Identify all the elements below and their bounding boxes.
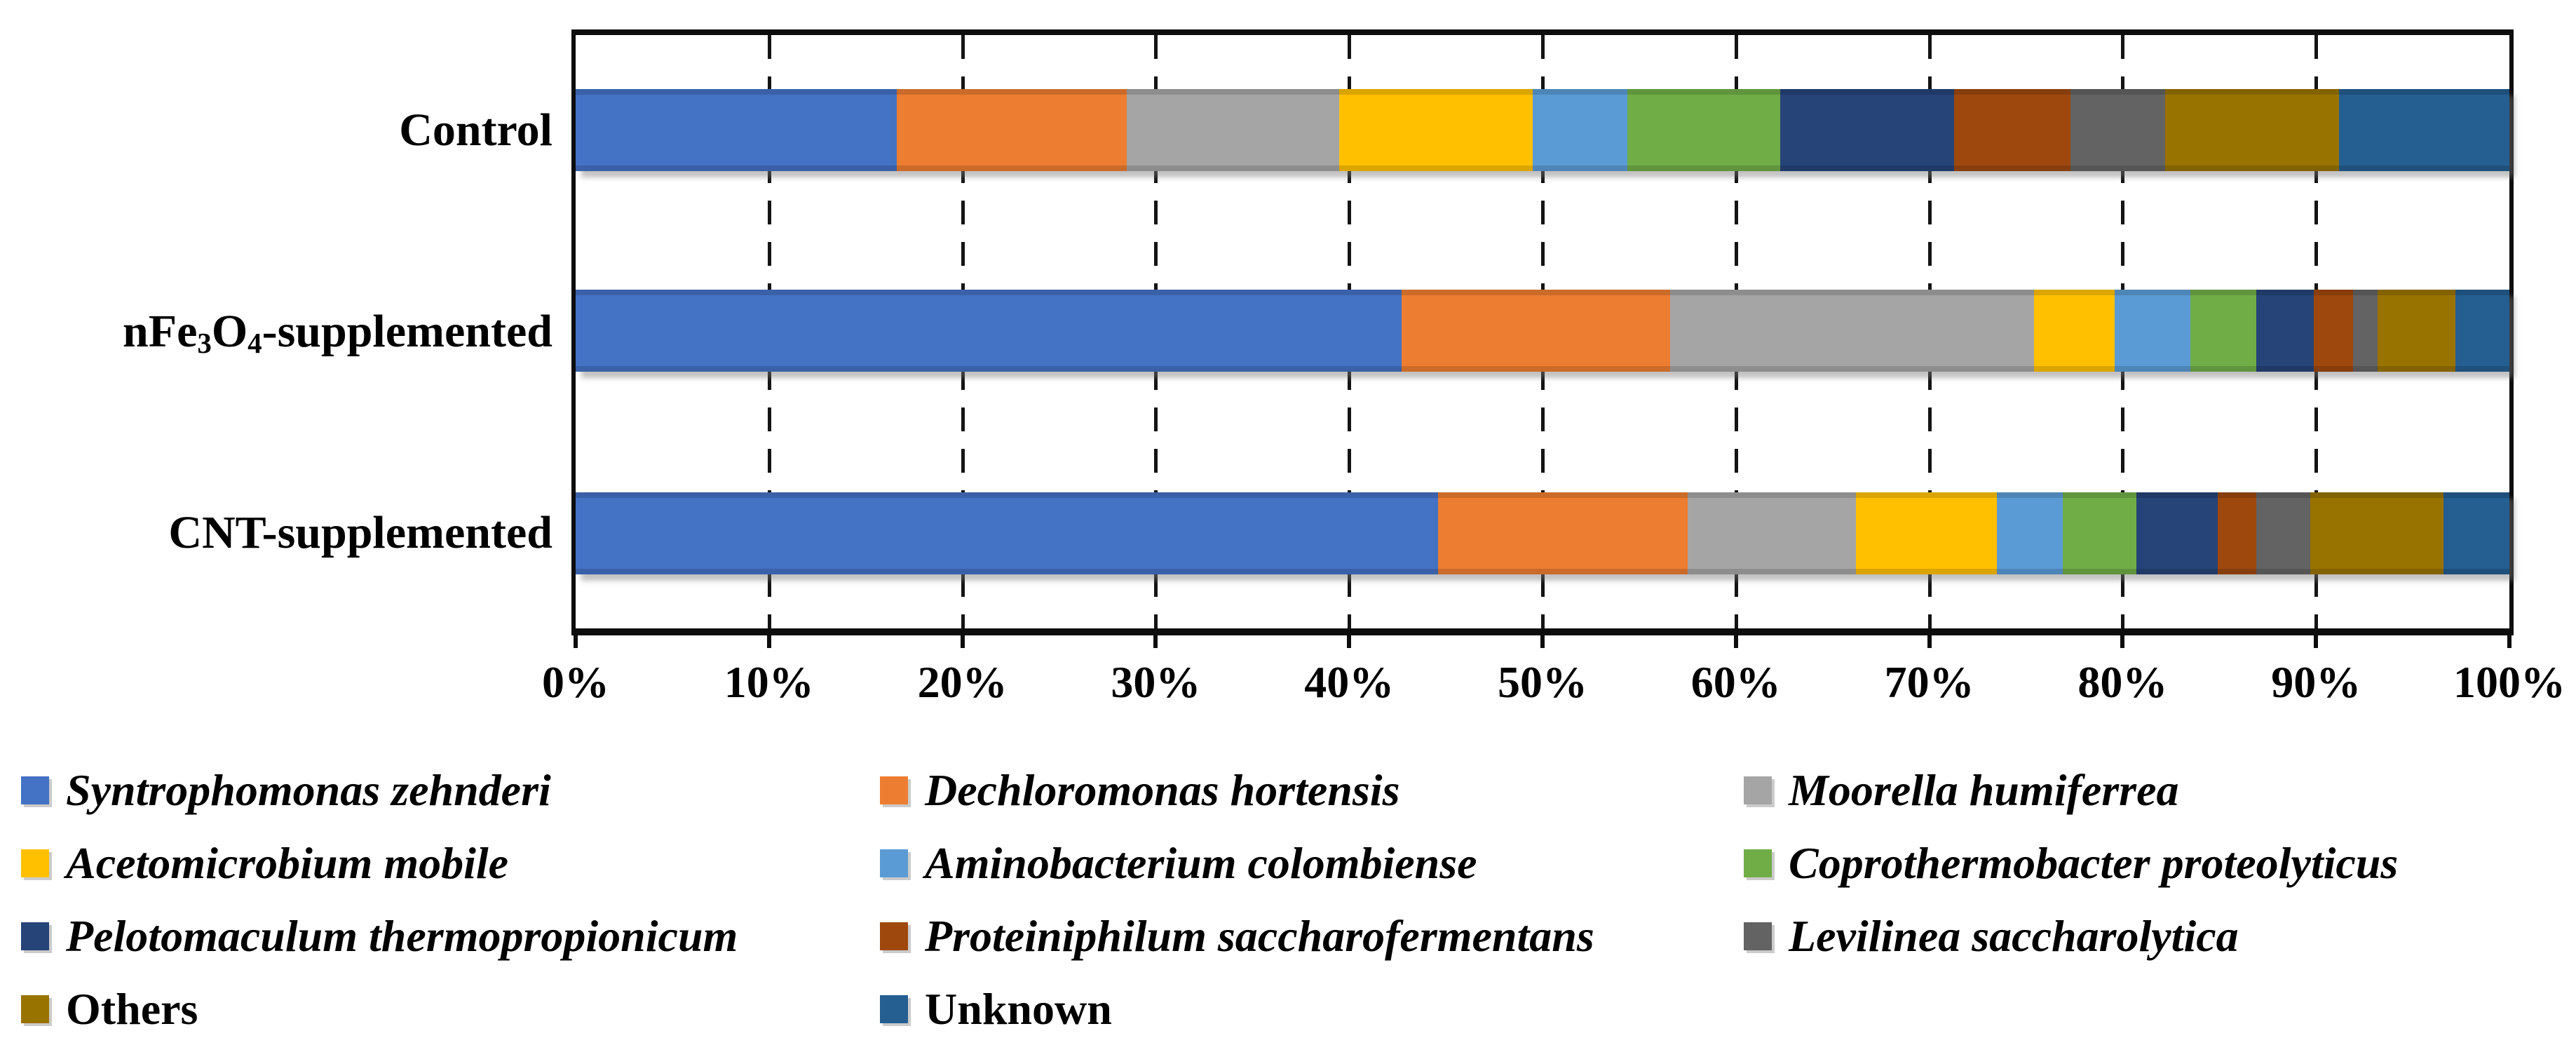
- x-axis-tick-label: 60%: [1690, 657, 1781, 707]
- legend-item: Levilinea saccharolytica: [1744, 910, 2398, 962]
- legend-marker-icon: [880, 995, 908, 1023]
- legend-marker-icon: [21, 995, 49, 1023]
- x-axis-tick: [1540, 635, 1545, 648]
- x-axis-tick-label: 20%: [917, 657, 1008, 707]
- x-axis-tick: [2314, 635, 2319, 648]
- legend-marker-icon: [21, 776, 49, 804]
- bar-segment: [2033, 290, 2115, 372]
- x-axis-tick: [766, 635, 771, 648]
- x-axis-tick: [960, 635, 965, 648]
- x-axis-tick-label: 10%: [724, 657, 814, 707]
- legend-item: Others: [21, 983, 880, 1035]
- bar-row: [576, 492, 2509, 574]
- category-label: CNT-supplemented: [168, 507, 553, 558]
- x-axis-tick-label: 80%: [2077, 657, 2168, 707]
- legend-marker-icon: [880, 776, 908, 804]
- legend-item: Dechloromonas hortensis: [880, 764, 1744, 816]
- legend-marker-icon: [1744, 849, 1772, 877]
- legend-item: Aminobacterium colombiense: [880, 837, 1744, 889]
- bar-segment: [2217, 492, 2256, 574]
- bar-segment: [2062, 492, 2136, 574]
- legend-item: Pelotomaculum thermopropionicum: [21, 910, 880, 962]
- legend-label: Proteiniphilum saccharofermentans: [925, 911, 1594, 961]
- x-axis-tick-label: 70%: [1884, 657, 1974, 707]
- legend-item: Proteiniphilum saccharofermentans: [880, 910, 1744, 962]
- x-axis-tick: [2120, 635, 2125, 648]
- bar-segment: [1127, 89, 1340, 171]
- legend-marker-icon: [21, 849, 49, 877]
- bar-segment: [2352, 290, 2378, 372]
- bar-segment: [1780, 89, 1955, 171]
- category-label: nFe3O4-supplemented: [123, 306, 553, 359]
- legend-item: Unknown: [880, 983, 1744, 1035]
- bar-segment: [2455, 290, 2509, 372]
- bar-segment: [2378, 290, 2455, 372]
- legend-marker-icon: [21, 922, 49, 950]
- x-axis-tick-label: 30%: [1111, 657, 1201, 707]
- x-axis-tick-label: 100%: [2453, 657, 2565, 707]
- bar-segment: [576, 290, 1402, 372]
- legend-label: Moorella humiferrea: [1789, 765, 2179, 815]
- bar-segment: [2256, 492, 2310, 574]
- bar-row: [576, 290, 2509, 372]
- bar-segment: [2190, 290, 2256, 372]
- legend-item: Syntrophomonas zehnderi: [21, 764, 880, 816]
- x-axis-tick: [1347, 635, 1352, 648]
- x-axis-tick: [1733, 635, 1738, 648]
- legend-label: Aminobacterium colombiense: [925, 838, 1477, 888]
- bar-segment: [2443, 492, 2509, 574]
- bar-segment: [2165, 89, 2340, 171]
- bar-segment: [576, 89, 897, 171]
- legend-label: Unknown: [925, 984, 1112, 1034]
- x-axis-tick-label: 50%: [1498, 657, 1587, 707]
- legend-item: Moorella humiferrea: [1744, 764, 2398, 816]
- plot-area: [571, 29, 2514, 648]
- x-axis-tick: [574, 635, 578, 648]
- x-axis-tick-label: 40%: [1304, 657, 1395, 707]
- bar-segment: [2136, 492, 2218, 574]
- bar-segment: [1855, 492, 1998, 574]
- bar-segment: [2115, 290, 2190, 372]
- legend-label: Syntrophomonas zehnderi: [66, 765, 551, 815]
- legend-marker-icon: [1744, 776, 1772, 804]
- x-axis-tick: [1927, 635, 1932, 648]
- x-axis-tick-labels: 0% 10% 20% 30% 40% 50% 60% 70% 80% 90% 100%: [542, 656, 2565, 715]
- legend-label: Dechloromonas hortensis: [925, 765, 1400, 815]
- legend-label: Acetomicrobium mobile: [66, 838, 509, 888]
- x-axis-tick-label: 0%: [542, 657, 609, 707]
- legend-marker-icon: [880, 922, 908, 950]
- legend-item: Acetomicrobium mobile: [21, 837, 880, 889]
- bar-segment: [2314, 290, 2353, 372]
- bar-segment: [896, 89, 1127, 171]
- bar-segment: [1997, 492, 2063, 574]
- bar-segment: [2070, 89, 2166, 171]
- legend-marker-icon: [880, 849, 908, 877]
- legend-label: Pelotomaculum thermopropionicum: [66, 911, 738, 961]
- legend-label: Levilinea saccharolytica: [1789, 911, 2239, 961]
- bar-segment: [1401, 290, 1671, 372]
- bar-segment: [1687, 492, 1856, 574]
- x-axis-tick: [1153, 635, 1158, 648]
- bar-segment: [576, 492, 1439, 574]
- legend-label: Others: [66, 984, 198, 1034]
- bar-segment: [1533, 89, 1628, 171]
- legend-label: Coprothermobacter proteolyticus: [1789, 838, 2399, 888]
- bar-segment: [2256, 290, 2314, 372]
- bar-segment: [2310, 492, 2444, 574]
- x-axis-tick: [2507, 635, 2511, 648]
- category-label: Control: [399, 104, 553, 156]
- bar-segment: [1670, 290, 2034, 372]
- bar-segment: [1954, 89, 2070, 171]
- bar-row: [576, 89, 2509, 171]
- legend-marker-icon: [1744, 922, 1772, 950]
- legend: Syntrophomonas zehnderi Dechloromonas hor…: [21, 763, 2398, 1037]
- bar-segment: [1627, 89, 1781, 171]
- x-axis-tick-label: 90%: [2271, 657, 2361, 707]
- bar-segment: [2339, 89, 2509, 171]
- legend-item: Coprothermobacter proteolyticus: [1744, 837, 2398, 889]
- bar-segment: [1339, 89, 1533, 171]
- bar-segment: [1438, 492, 1688, 574]
